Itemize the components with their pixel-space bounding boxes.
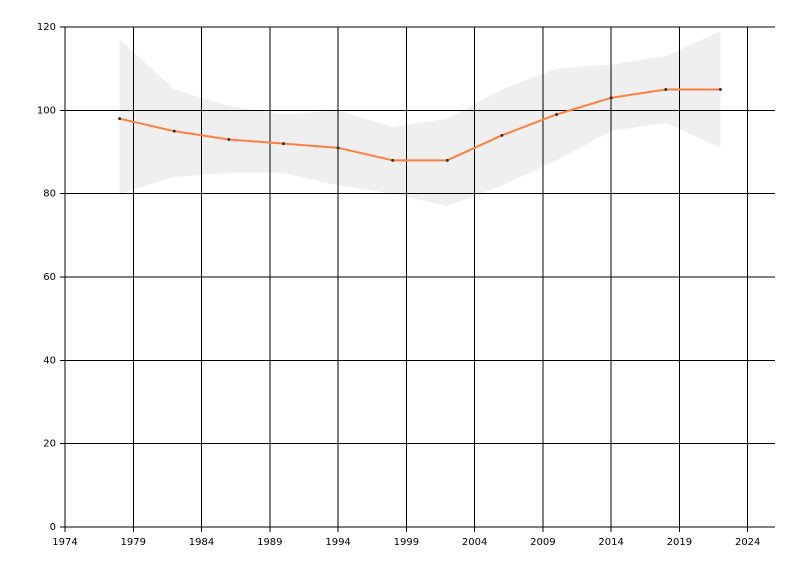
point (718, 88, 722, 91)
point (336, 146, 340, 150)
point (118, 117, 122, 121)
y-tick-label: 20 (43, 439, 56, 450)
x-tick-label: 2004 (462, 537, 487, 548)
line (119, 88, 721, 162)
x-tick-label: 1979 (121, 537, 146, 548)
y-tick-label: 60 (43, 272, 56, 283)
y-tick-label: 80 (43, 189, 56, 200)
point (227, 138, 231, 141)
y-tick-label: 100 (37, 105, 56, 116)
x-tick-label: 2014 (598, 537, 623, 548)
y-tick-label: 40 (43, 355, 56, 366)
confidence-band (119, 31, 721, 207)
x-tick-label: 1989 (257, 537, 282, 548)
x-tick-label: 2019 (667, 537, 692, 548)
x-tick-label: 1994 (325, 537, 350, 548)
x-tick-label: 2009 (530, 537, 555, 548)
point (391, 158, 395, 162)
point (500, 133, 504, 137)
point (555, 113, 559, 116)
point (172, 129, 176, 133)
y-tick-label: 120 (37, 22, 56, 33)
point (664, 88, 668, 91)
x-tick-label: 2024 (735, 537, 760, 548)
point (445, 158, 449, 162)
x-tick-label: 1984 (189, 537, 214, 548)
x-tick-label: 1999 (394, 537, 419, 548)
x-tick-label: 1974 (52, 537, 77, 548)
point (281, 142, 285, 146)
point (609, 96, 613, 100)
y-tick-label: 0 (50, 522, 56, 533)
